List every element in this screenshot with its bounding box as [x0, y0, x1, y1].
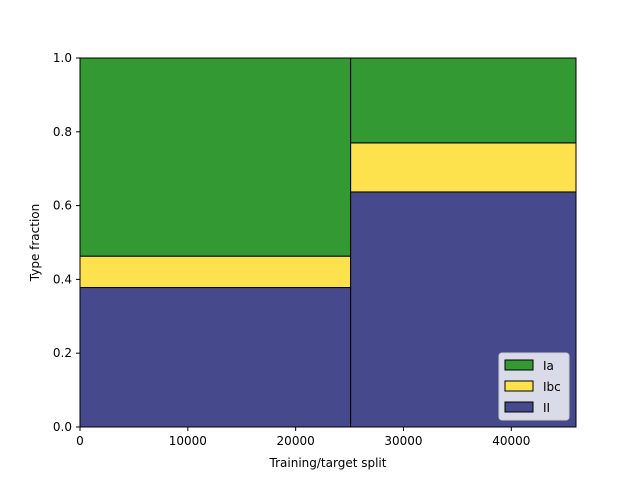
- y-tick-label: 0.2: [53, 346, 72, 360]
- y-axis-label: Type fraction: [28, 204, 42, 282]
- y-tick-label: 0.0: [53, 420, 72, 434]
- y-tick-label: 0.4: [53, 272, 72, 286]
- y-tick-label: 0.8: [53, 125, 72, 139]
- bar-ibc-bin-1: [79, 255, 352, 289]
- legend-swatch-ii: [504, 401, 534, 413]
- bar-ibc-bin-2: [350, 142, 577, 193]
- legend-swatch-ibc: [504, 380, 534, 392]
- y-axis-ticks: 0.0 0.2 0.4 0.6 0.8 1.0: [53, 51, 80, 434]
- x-tick-label: 30000: [384, 434, 422, 448]
- y-tick-label: 1.0: [53, 51, 72, 65]
- legend-label-ibc: Ibc: [543, 380, 561, 394]
- x-axis-label: Training/target split: [269, 456, 387, 470]
- x-tick-label: 20000: [277, 434, 315, 448]
- bars-group: [79, 57, 577, 428]
- bar-ia-bin-1: [79, 57, 352, 257]
- x-axis-ticks: 0 10000 20000 30000 40000: [76, 427, 530, 448]
- x-tick-label: 0: [76, 434, 84, 448]
- y-tick-label: 0.6: [53, 199, 72, 213]
- legend: Ia Ibc II: [498, 352, 570, 421]
- bar-ii-bin-1: [79, 287, 352, 428]
- bar-ia-bin-2: [350, 57, 577, 144]
- plot-frame: [79, 57, 577, 428]
- x-tick-label: 40000: [492, 434, 530, 448]
- legend-swatch-ia: [504, 359, 534, 371]
- legend-label-ia: Ia: [543, 359, 554, 373]
- legend-label-ii: II: [543, 401, 550, 415]
- x-tick-label: 10000: [169, 434, 207, 448]
